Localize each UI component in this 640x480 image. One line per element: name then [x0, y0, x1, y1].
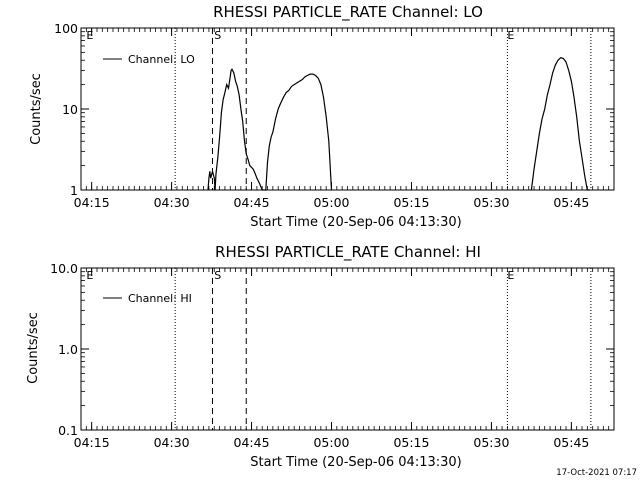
x-tick-label: 05:15: [393, 195, 429, 210]
x-tick-label: 05:30: [473, 435, 509, 450]
y-tick-label: 10: [62, 102, 78, 117]
y-axis-label: Counts/sec: [26, 312, 41, 384]
marker-label: E: [86, 269, 93, 282]
chart-title: RHESSI PARTICLE_RATE Channel: LO: [213, 3, 483, 22]
panel-hi: RHESSI PARTICLE_RATE Channel: HI 04:15 04…: [26, 243, 615, 470]
x-tick-label: 04:15: [74, 435, 110, 450]
x-tick-label: 05:45: [553, 435, 589, 450]
x-axis-label: Start Time (20-Sep-06 04:13:30): [250, 215, 461, 230]
series-line: [207, 68, 333, 191]
x-tick-label: 05:30: [473, 195, 509, 210]
x-tick-label: 05:00: [313, 435, 349, 450]
y-tick-marks: [81, 27, 614, 191]
footer-timestamp: 17-Oct-2021 07:17: [556, 468, 637, 478]
x-tick-label: 05:45: [553, 195, 589, 210]
marker-label: S: [214, 269, 221, 282]
y-tick-label: 0.1: [58, 423, 78, 438]
y-tick-label: 10.0: [50, 261, 78, 276]
legend-label: Channel: LO: [128, 53, 195, 66]
x-tick-label: 04:45: [234, 435, 270, 450]
series-line: [530, 57, 590, 191]
marker-label: E: [507, 29, 514, 42]
x-axis-label: Start Time (20-Sep-06 04:13:30): [250, 455, 461, 470]
x-tick-label: 05:00: [313, 195, 349, 210]
chart-title: RHESSI PARTICLE_RATE Channel: HI: [215, 243, 481, 262]
x-tick-label: 04:45: [234, 195, 270, 210]
x-tick-marks: [85, 28, 615, 190]
panel-lo: RHESSI PARTICLE_RATE Channel: LO 04:15 04…: [29, 3, 615, 230]
y-tick-label: 1.0: [58, 342, 78, 357]
x-tick-marks: [85, 268, 615, 430]
marker-lines: [174, 28, 592, 190]
y-tick-marks: [81, 267, 614, 431]
x-tick-labels: 04:15 04:30 04:45 05:00 05:15 05:30 05:45: [74, 435, 590, 450]
x-tick-label: 04:15: [74, 195, 110, 210]
marker-label: S: [214, 29, 221, 42]
marker-label: E: [507, 269, 514, 282]
y-tick-label: 100: [54, 21, 78, 36]
series-lines: [207, 57, 590, 191]
x-tick-label: 05:15: [393, 435, 429, 450]
legend-label: Channel: HI: [128, 292, 192, 305]
y-tick-labels: 1 10 100: [54, 21, 78, 198]
x-tick-label: 04:30: [154, 435, 190, 450]
y-tick-labels: 0.1 1.0 10.0: [50, 261, 78, 438]
y-axis-label: Counts/sec: [29, 73, 44, 145]
x-tick-label: 04:30: [154, 195, 190, 210]
marker-lines: [174, 268, 592, 430]
marker-label: E: [86, 29, 93, 42]
y-tick-label: 1: [70, 183, 78, 198]
x-tick-labels: 04:15 04:30 04:45 05:00 05:15 05:30 05:45: [74, 195, 590, 210]
